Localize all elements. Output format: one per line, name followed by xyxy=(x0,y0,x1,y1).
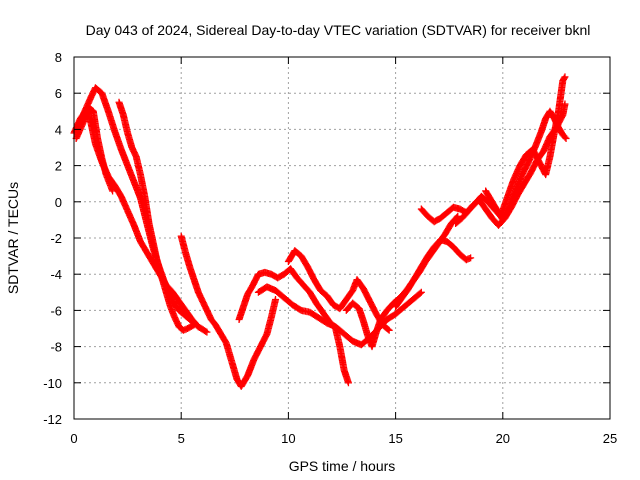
y-tick-label: -8 xyxy=(50,340,62,355)
data-point xyxy=(467,254,475,262)
data-point xyxy=(189,322,197,330)
satellite-track-13 xyxy=(482,107,570,224)
x-tick-label: 0 xyxy=(70,431,77,446)
data-point xyxy=(203,328,211,336)
y-tick-label: 4 xyxy=(55,122,62,137)
data-point xyxy=(190,321,198,329)
y-axis-ticks: -12 -10 -8 -6 -4 -2 0 2 4 6 8 xyxy=(43,50,610,427)
satellite-track-5 xyxy=(177,232,280,390)
y-axis-label: SDTVAR / TECUs xyxy=(5,182,21,294)
y-tick-label: -6 xyxy=(50,303,62,318)
x-tick-label: 10 xyxy=(281,431,295,446)
y-tick-label: -12 xyxy=(43,412,62,427)
y-tick-label: 0 xyxy=(55,195,62,210)
y-tick-label: 8 xyxy=(55,50,62,65)
data-point xyxy=(272,296,280,304)
x-tick-label: 25 xyxy=(603,431,617,446)
data-point xyxy=(561,73,569,81)
chart-title: Day 043 of 2024, Sidereal Day-to-day VTE… xyxy=(86,22,591,38)
data-point xyxy=(562,134,570,142)
data-point xyxy=(416,289,424,297)
satellite-track-1 xyxy=(70,105,211,336)
data-points xyxy=(70,73,570,390)
satellite-track-4 xyxy=(115,98,198,334)
satellite-track-3 xyxy=(72,104,117,195)
data-point xyxy=(344,379,352,387)
data-point xyxy=(202,327,210,335)
data-point xyxy=(417,288,425,296)
x-tick-label: 15 xyxy=(388,431,402,446)
satellite-track-7 xyxy=(284,247,393,334)
x-tick-label: 20 xyxy=(496,431,510,446)
x-tick-label: 5 xyxy=(178,431,185,446)
data-point xyxy=(194,323,202,331)
y-tick-label: 6 xyxy=(55,86,62,101)
data-point xyxy=(109,187,117,195)
x-axis-label: GPS time / hours xyxy=(289,458,396,474)
x-axis-ticks: 0 5 10 15 20 25 xyxy=(70,57,617,446)
data-point xyxy=(561,133,569,141)
y-tick-label: 2 xyxy=(55,159,62,174)
data-point xyxy=(384,325,392,333)
satellite-track-10 xyxy=(392,236,475,311)
y-tick-label: -10 xyxy=(43,376,62,391)
y-tick-label: -4 xyxy=(50,267,62,282)
data-point xyxy=(385,326,393,334)
y-tick-label: -2 xyxy=(50,231,62,246)
data-point xyxy=(560,74,568,82)
